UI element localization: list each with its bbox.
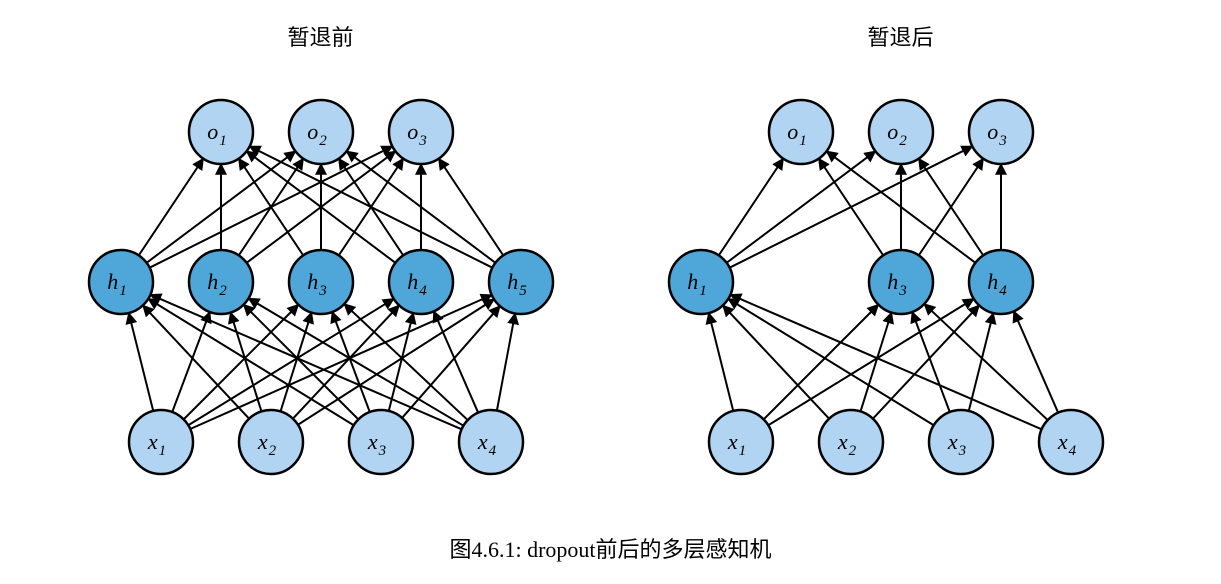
edge <box>172 312 210 412</box>
edge <box>332 312 370 412</box>
edge <box>768 299 973 425</box>
edge <box>344 304 467 420</box>
edge <box>148 299 353 425</box>
node-o2: o2 <box>869 100 933 164</box>
panel-before-dropout: 暂退前 o1 o2 o3 h1 h2 h3 h4 h5 x1 x2 x3 x4 <box>61 20 581 502</box>
node-x1: x1 <box>709 410 773 474</box>
node-x3: x3 <box>929 410 993 474</box>
node-x4: x4 <box>459 410 523 474</box>
node-h3: h3 <box>289 250 353 314</box>
node-o2: o2 <box>289 100 353 164</box>
edge <box>388 313 412 411</box>
node-x2: x2 <box>819 410 883 474</box>
panel-title-after: 暂退后 <box>641 20 1161 52</box>
edge <box>496 313 514 410</box>
node-o3: o3 <box>389 100 453 164</box>
edge <box>718 159 782 256</box>
node-h3: h3 <box>869 250 933 314</box>
node-o1: o1 <box>769 100 833 164</box>
node-h4: h4 <box>969 250 1033 314</box>
edge <box>708 313 732 411</box>
edge <box>433 311 477 412</box>
edge <box>763 305 878 420</box>
node-x1: x1 <box>129 410 193 474</box>
node-o3: o3 <box>969 100 1033 164</box>
edge <box>190 295 492 429</box>
node-h4: h4 <box>389 250 453 314</box>
panel-after-dropout: 暂退后 o1 o2 o3 h1 h3 h4 x1 x2 x3 x4 <box>641 20 1161 502</box>
node-o1: o1 <box>189 100 253 164</box>
edge <box>183 305 298 420</box>
node-x4: x4 <box>1039 410 1103 474</box>
node-h1: h1 <box>89 250 153 314</box>
edge <box>438 159 502 256</box>
edge <box>188 299 393 425</box>
edge <box>722 305 828 418</box>
edge <box>912 312 950 412</box>
figure-caption: 图4.6.1: dropout前后的多层感知机 <box>20 532 1201 564</box>
edge <box>128 313 152 411</box>
node-h2: h2 <box>189 250 253 314</box>
edge <box>728 299 933 425</box>
node-x3: x3 <box>349 410 413 474</box>
edge <box>138 159 202 256</box>
diagram-container: 暂退前 o1 o2 o3 h1 h2 h3 h4 h5 x1 x2 x3 x4 暂退后 o1 o2 o3 h… <box>20 20 1201 502</box>
edge <box>1013 311 1057 412</box>
node-h1: h1 <box>669 250 733 314</box>
panel-title-before: 暂退前 <box>61 20 581 52</box>
edge <box>968 313 992 411</box>
edge <box>249 146 492 267</box>
network-after: o1 o2 o3 h1 h3 h4 x1 x2 x3 x4 <box>641 62 1161 502</box>
edge <box>248 298 463 425</box>
node-x2: x2 <box>239 410 303 474</box>
edge <box>297 299 493 425</box>
edge <box>402 306 500 418</box>
network-before: o1 o2 o3 h1 h2 h3 h4 h5 x1 x2 x3 x4 <box>61 62 581 502</box>
edge <box>818 159 882 256</box>
edge <box>924 304 1047 420</box>
node-h5: h5 <box>489 250 553 314</box>
